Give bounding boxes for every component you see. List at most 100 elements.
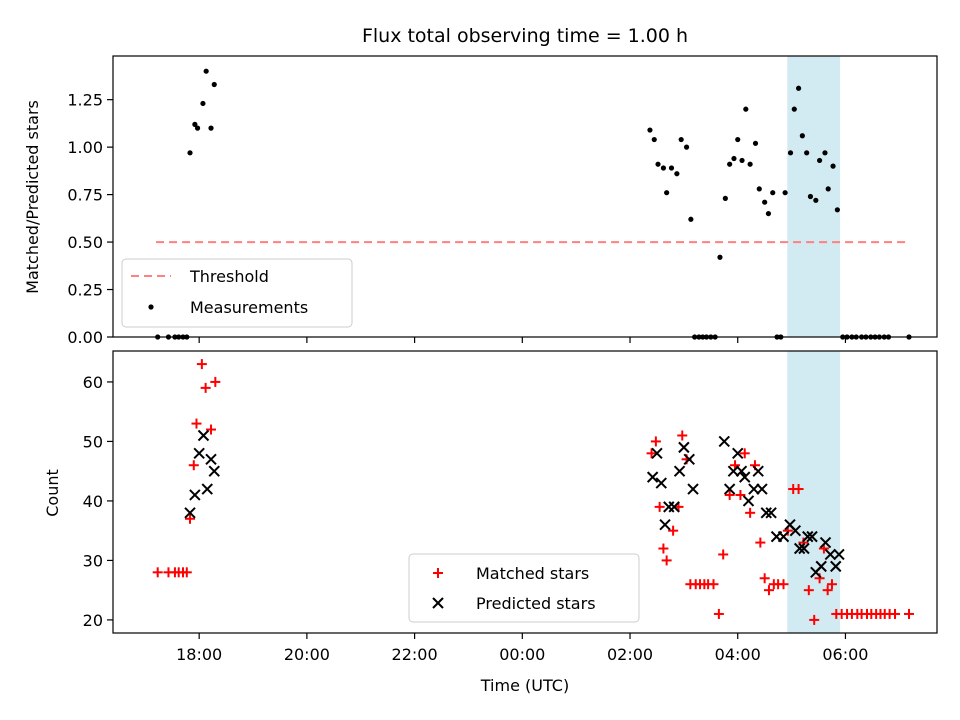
predicted-star-point bbox=[189, 489, 201, 501]
measurement-point bbox=[782, 190, 788, 196]
matched-star-point bbox=[677, 430, 688, 441]
matched-star-point bbox=[724, 489, 735, 500]
x-tick-label: 06:00 bbox=[822, 645, 868, 664]
x-tick-label: 02:00 bbox=[607, 645, 653, 664]
measurement-point bbox=[660, 165, 667, 171]
measurement-point bbox=[727, 161, 733, 167]
predicted-star-point bbox=[683, 453, 695, 465]
measurement-point bbox=[651, 136, 657, 143]
predicted-star-point bbox=[739, 471, 751, 483]
measurement-point bbox=[791, 106, 797, 112]
predicted-star-point bbox=[802, 530, 814, 543]
bottom-y-axis-label: Count bbox=[43, 469, 62, 517]
measurement-point bbox=[683, 144, 690, 150]
predicted-star-point bbox=[798, 542, 810, 555]
predicted-star-point bbox=[752, 465, 764, 477]
matched-star-point bbox=[152, 567, 163, 578]
highlight-band bbox=[787, 56, 841, 337]
measurement-point bbox=[787, 150, 794, 156]
predicted-star-point bbox=[742, 495, 755, 507]
predicted-star-point bbox=[718, 435, 730, 448]
matched-star-point bbox=[745, 507, 756, 518]
y-tick-label: 0.50 bbox=[67, 233, 103, 252]
legend-top: Threshold Measurements bbox=[121, 258, 353, 328]
predicted-star-point bbox=[765, 507, 777, 519]
matched-star-point bbox=[658, 543, 669, 554]
measurement-point bbox=[743, 106, 749, 112]
predicted-star-point bbox=[197, 429, 210, 442]
measurement-point bbox=[799, 133, 805, 139]
measurement-point bbox=[731, 155, 737, 162]
legend-box bbox=[121, 258, 353, 328]
predicted-star-point bbox=[824, 548, 837, 561]
matched-star-point bbox=[661, 555, 672, 566]
x-tick-label: 18:00 bbox=[176, 645, 222, 664]
measurement-point bbox=[813, 197, 819, 203]
measurement-point bbox=[208, 125, 214, 131]
matched-star-point bbox=[191, 418, 202, 429]
matched-star-point bbox=[188, 460, 199, 471]
predicted-star-point bbox=[830, 560, 842, 573]
legend-threshold-label: Threshold bbox=[189, 267, 269, 286]
matched-star-point bbox=[793, 484, 804, 495]
measurement-point bbox=[655, 161, 661, 167]
measurement-point bbox=[795, 85, 802, 91]
measurement-point bbox=[668, 165, 675, 171]
matched-star-point bbox=[735, 489, 746, 500]
measurement-point bbox=[762, 199, 768, 205]
matched-star-point bbox=[196, 359, 207, 370]
y-tick-label: 20 bbox=[83, 611, 103, 630]
predicted-star-point bbox=[760, 507, 772, 519]
x-tick-label: 22:00 bbox=[392, 645, 438, 664]
legend-measurements-label: Measurements bbox=[190, 298, 308, 317]
y-tick-label: 60 bbox=[83, 373, 103, 392]
predicted-star-point bbox=[687, 483, 699, 495]
predicted-star-point bbox=[663, 501, 675, 513]
predicted-star-point bbox=[815, 560, 827, 573]
measurement-point bbox=[717, 254, 723, 260]
measurement-point bbox=[834, 207, 840, 213]
predicted-star-point bbox=[659, 519, 671, 531]
matched-star-point bbox=[708, 579, 719, 590]
predicted-star-point bbox=[208, 465, 220, 477]
matched-star-point bbox=[718, 549, 729, 560]
predicted-star-point bbox=[673, 465, 686, 477]
measurement-point bbox=[722, 195, 728, 201]
x-tick-label: 04:00 bbox=[715, 645, 761, 664]
measurement-point bbox=[770, 190, 776, 196]
matched-star-point bbox=[200, 382, 211, 393]
measurement-point bbox=[674, 171, 680, 177]
predicted-star-point bbox=[833, 548, 845, 561]
measurement-point bbox=[804, 150, 810, 156]
predicted-star-point bbox=[777, 530, 790, 543]
matched-star-point bbox=[739, 448, 750, 459]
predicted-star-point bbox=[184, 507, 196, 519]
predicted-star-point bbox=[732, 447, 744, 460]
measurement-point bbox=[735, 136, 741, 143]
legend-bottom: Matched stars Predicted stars bbox=[408, 553, 640, 623]
measurement-point bbox=[200, 100, 206, 107]
y-tick-label: 0.25 bbox=[67, 281, 103, 300]
measurement-point bbox=[825, 186, 831, 192]
measurement-point bbox=[192, 121, 198, 127]
matched-star-point bbox=[778, 579, 789, 590]
predicted-star-point bbox=[735, 465, 748, 477]
matched-star-point bbox=[654, 501, 665, 512]
y-tick-label: 0.00 bbox=[67, 328, 103, 347]
measurement-point bbox=[752, 140, 759, 146]
predicted-star-point bbox=[651, 447, 663, 460]
measurement-point bbox=[756, 186, 762, 192]
measurement-point bbox=[203, 68, 209, 74]
predicted-star-point bbox=[646, 471, 659, 483]
measurement-point bbox=[664, 190, 670, 196]
measurement-point bbox=[816, 157, 823, 164]
matched-star-point bbox=[889, 608, 900, 619]
predicted-star-point bbox=[756, 483, 768, 495]
matched-star-point bbox=[646, 448, 657, 459]
predicted-star-point bbox=[201, 483, 213, 495]
y-tick-label: 1.00 bbox=[67, 138, 103, 157]
matched-star-point bbox=[185, 513, 196, 524]
chart-title: Flux total observing time = 1.00 h bbox=[362, 25, 688, 47]
matched-star-point bbox=[826, 579, 837, 590]
matched-star-point bbox=[759, 573, 770, 584]
